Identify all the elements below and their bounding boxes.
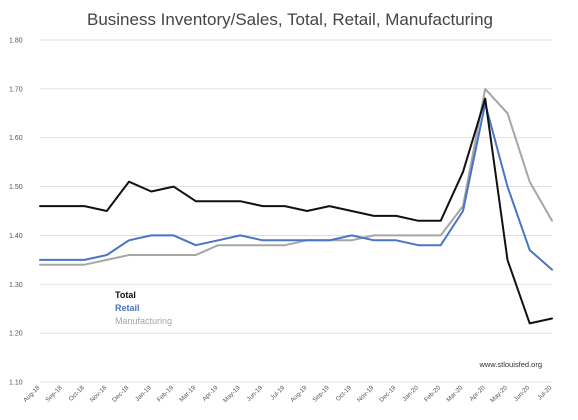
x-tick-label: Sep-18 <box>44 384 64 404</box>
source-label: www.stlouisfed.org <box>478 360 542 369</box>
y-axis-ticks: 1.10 1.20 1.30 1.40 1.50 1.60 1.70 1.80 <box>9 38 23 387</box>
y-tick-label: 1.40 <box>9 233 23 240</box>
y-tick-label: 1.80 <box>9 38 23 45</box>
x-tick-label: Jun-19 <box>245 384 264 403</box>
x-tick-label: Nov-19 <box>356 384 376 404</box>
y-tick-label: 1.70 <box>9 86 23 93</box>
x-tick-label: Sep-19 <box>311 384 331 404</box>
x-tick-label: Jul-19 <box>269 384 286 401</box>
gridlines <box>40 39 552 383</box>
chart-title: Business Inventory/Sales, Total, Retail,… <box>87 10 493 29</box>
x-tick-label: Apr-20 <box>468 384 487 403</box>
y-tick-label: 1.30 <box>9 282 23 289</box>
x-tick-label: Aug-19 <box>289 384 309 404</box>
x-tick-label: Feb-19 <box>156 384 175 403</box>
x-tick-label: Feb-20 <box>423 384 442 403</box>
x-tick-label: May-20 <box>489 384 509 404</box>
legend: Total Retail Manufacturing <box>115 290 172 326</box>
x-tick-label: Jun-20 <box>513 384 532 403</box>
x-tick-label: Dec-19 <box>378 384 398 404</box>
series-lines <box>39 87 553 325</box>
x-tick-label: Apr-19 <box>201 384 220 403</box>
x-tick-label: Jan-20 <box>401 384 420 403</box>
x-tick-label: Jul-20 <box>536 384 553 401</box>
x-tick-label: Dec-18 <box>111 384 131 404</box>
series-line-retail <box>39 102 553 271</box>
y-tick-label: 1.60 <box>9 135 23 142</box>
series-line-total <box>39 97 553 325</box>
x-tick-label: Mar-20 <box>445 384 464 403</box>
legend-entry-manufacturing: Manufacturing <box>115 316 172 326</box>
x-tick-label: Nov-18 <box>89 384 109 404</box>
y-tick-label: 1.10 <box>9 380 23 387</box>
x-tick-label: Jan-19 <box>134 384 153 403</box>
y-tick-label: 1.20 <box>9 331 23 338</box>
x-tick-label: Mar-19 <box>178 384 197 403</box>
y-tick-label: 1.50 <box>9 184 23 191</box>
series-line-manufacturing <box>39 87 553 266</box>
x-axis-ticks: Aug-18 Sep-18 Oct-18 Nov-18 Dec-18 Jan-19 Feb-… <box>22 384 554 404</box>
x-tick-label: Oct-19 <box>335 384 354 403</box>
x-tick-label: May-19 <box>222 384 242 404</box>
x-tick-label: Aug-18 <box>22 384 42 404</box>
legend-entry-total: Total <box>115 290 136 300</box>
legend-entry-retail: Retail <box>115 303 140 313</box>
x-tick-label: Oct-18 <box>68 384 87 403</box>
